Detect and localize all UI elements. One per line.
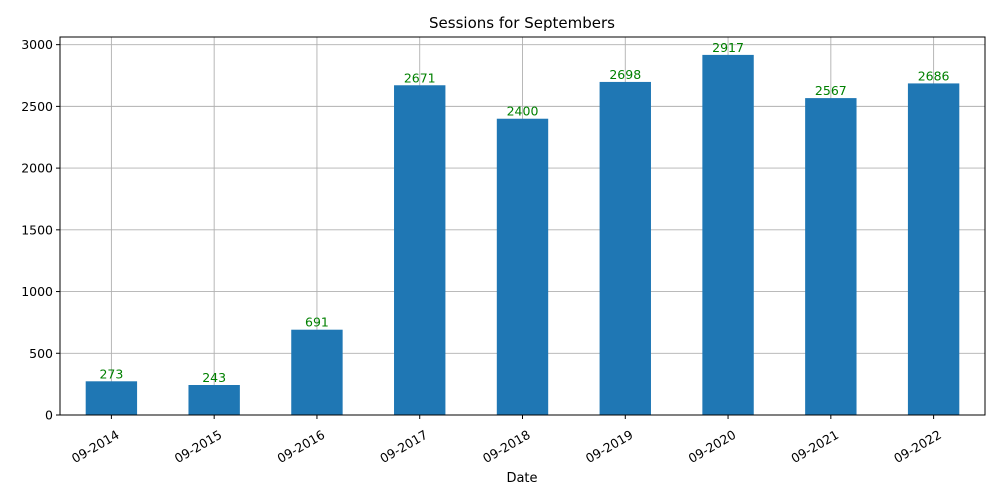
y-tick-label: 3000 bbox=[21, 37, 53, 52]
x-tick-label-09-2019: 09-2019 bbox=[583, 427, 636, 466]
y-tick-label: 2000 bbox=[21, 161, 53, 176]
y-tick-label: 500 bbox=[29, 346, 53, 361]
x-tick-label-09-2014: 09-2014 bbox=[69, 427, 122, 466]
bar-09-2019 bbox=[599, 81, 651, 415]
bars bbox=[85, 54, 960, 416]
x-tick-label-09-2022: 09-2022 bbox=[891, 427, 944, 466]
x-tick-label-09-2015: 09-2015 bbox=[172, 427, 225, 466]
y-tick-label: 0 bbox=[45, 408, 53, 423]
x-axis-label: Date bbox=[506, 471, 537, 486]
bar-09-2021 bbox=[805, 98, 857, 415]
chart-title: Sessions for Septembers bbox=[429, 14, 615, 32]
x-tick-label-09-2016: 09-2016 bbox=[275, 427, 328, 466]
x-tick-label-09-2017: 09-2017 bbox=[377, 427, 430, 466]
bar-09-2020 bbox=[702, 54, 754, 416]
data-label-09-2019: 2698 bbox=[609, 67, 641, 82]
bar-09-2018 bbox=[496, 118, 549, 416]
x-tick-label-09-2018: 09-2018 bbox=[480, 427, 533, 466]
x-tick-label-09-2021: 09-2021 bbox=[788, 427, 841, 466]
data-label-09-2016: 691 bbox=[305, 315, 329, 330]
data-label-09-2021: 2567 bbox=[815, 83, 847, 98]
data-label-09-2017: 2671 bbox=[404, 70, 436, 85]
y-tick-label: 1000 bbox=[21, 284, 53, 299]
y-tick-label: 2500 bbox=[21, 99, 53, 114]
y-tick-label: 1500 bbox=[21, 222, 53, 237]
data-label-09-2020: 2917 bbox=[712, 40, 744, 55]
data-label-09-2014: 273 bbox=[99, 366, 123, 381]
data-label-09-2015: 243 bbox=[202, 370, 226, 385]
bar-09-2017 bbox=[394, 85, 446, 415]
bar-09-2016 bbox=[291, 329, 343, 415]
bar-09-2015 bbox=[188, 385, 240, 415]
data-label-09-2018: 2400 bbox=[507, 104, 539, 119]
x-tick-label-09-2020: 09-2020 bbox=[686, 427, 739, 466]
data-labels: 273 243 691 2671 2400 2698 2917 2567 2686 bbox=[99, 40, 949, 385]
data-label-09-2022: 2686 bbox=[918, 68, 950, 83]
bar-09-2022 bbox=[907, 83, 960, 415]
bar-09-2014 bbox=[85, 381, 138, 415]
